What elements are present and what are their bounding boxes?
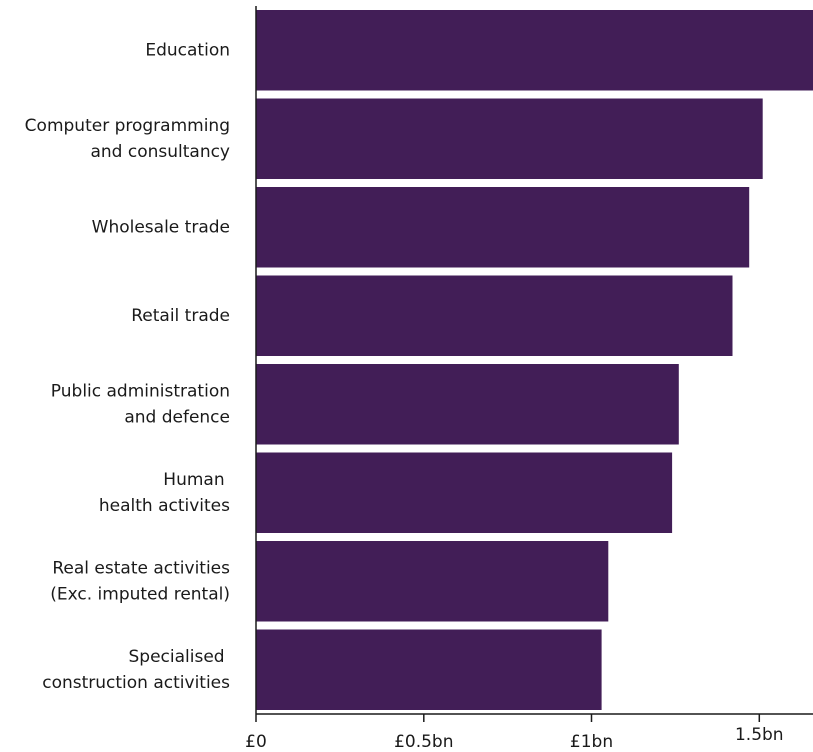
category-label: Human health activites — [99, 470, 230, 516]
bar-3 — [256, 187, 750, 268]
category-label: Retail trade — [131, 306, 230, 326]
category-label: Public administration and defence — [51, 381, 230, 427]
bars-group — [256, 10, 813, 710]
bar-2 — [256, 98, 763, 179]
bar-5 — [256, 364, 679, 445]
x-tick-label: 1.5bn — [735, 725, 784, 745]
bar-7 — [256, 541, 609, 622]
x-tick-label: £1bn — [570, 732, 613, 752]
bar-1 — [256, 10, 813, 91]
category-label: Wholesale trade — [92, 217, 230, 237]
bar-8 — [256, 629, 602, 710]
category-label: Education — [145, 40, 230, 60]
category-label: Real estate activities (Exc. imputed rent… — [50, 558, 230, 604]
bar-4 — [256, 275, 733, 356]
tick-labels: £0 £0.5bn £1bn 1.5bn — [245, 725, 783, 752]
x-tick-label: £0.5bn — [394, 732, 453, 752]
x-tick-label: £0 — [245, 732, 267, 752]
category-label: Specialised construction activities — [42, 647, 230, 693]
category-label: Computer programming and consultancy — [25, 116, 230, 162]
axis-group — [255, 6, 813, 722]
category-labels: Education Computer programming and consult… — [25, 40, 230, 693]
bar-6 — [256, 452, 673, 533]
